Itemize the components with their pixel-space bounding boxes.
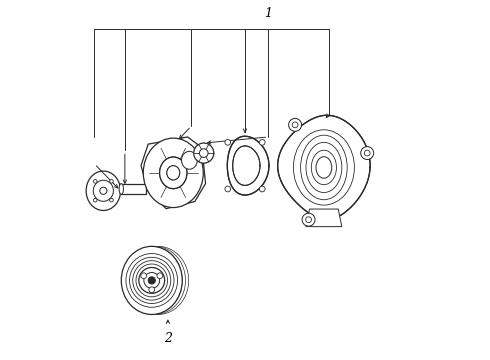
Circle shape xyxy=(141,273,147,279)
Text: 1: 1 xyxy=(264,8,272,21)
Circle shape xyxy=(94,180,97,183)
Ellipse shape xyxy=(144,273,160,288)
Polygon shape xyxy=(306,209,342,226)
Ellipse shape xyxy=(148,277,155,284)
Circle shape xyxy=(110,180,113,183)
Ellipse shape xyxy=(119,184,123,194)
Circle shape xyxy=(259,139,265,145)
Circle shape xyxy=(365,150,370,156)
Circle shape xyxy=(94,198,97,202)
Circle shape xyxy=(289,118,301,131)
Polygon shape xyxy=(233,146,260,185)
Polygon shape xyxy=(141,137,205,209)
Ellipse shape xyxy=(143,138,203,208)
Circle shape xyxy=(194,143,214,163)
Circle shape xyxy=(259,186,265,192)
Ellipse shape xyxy=(167,166,180,180)
Circle shape xyxy=(110,198,113,202)
Circle shape xyxy=(149,287,155,293)
Circle shape xyxy=(361,147,374,159)
Ellipse shape xyxy=(93,180,113,201)
Polygon shape xyxy=(278,115,370,220)
Circle shape xyxy=(302,213,315,226)
Polygon shape xyxy=(227,136,269,195)
Circle shape xyxy=(225,186,231,192)
Circle shape xyxy=(306,217,312,222)
Ellipse shape xyxy=(122,246,182,315)
Ellipse shape xyxy=(160,157,187,189)
FancyBboxPatch shape xyxy=(122,184,147,194)
Ellipse shape xyxy=(86,171,121,211)
Text: 2: 2 xyxy=(164,332,172,345)
Ellipse shape xyxy=(139,267,165,293)
Ellipse shape xyxy=(181,151,197,169)
Circle shape xyxy=(199,149,208,157)
Ellipse shape xyxy=(160,157,187,189)
Ellipse shape xyxy=(316,157,332,178)
Circle shape xyxy=(225,139,231,145)
Ellipse shape xyxy=(100,187,107,194)
Ellipse shape xyxy=(167,166,180,180)
Circle shape xyxy=(292,122,298,128)
Circle shape xyxy=(157,273,163,279)
